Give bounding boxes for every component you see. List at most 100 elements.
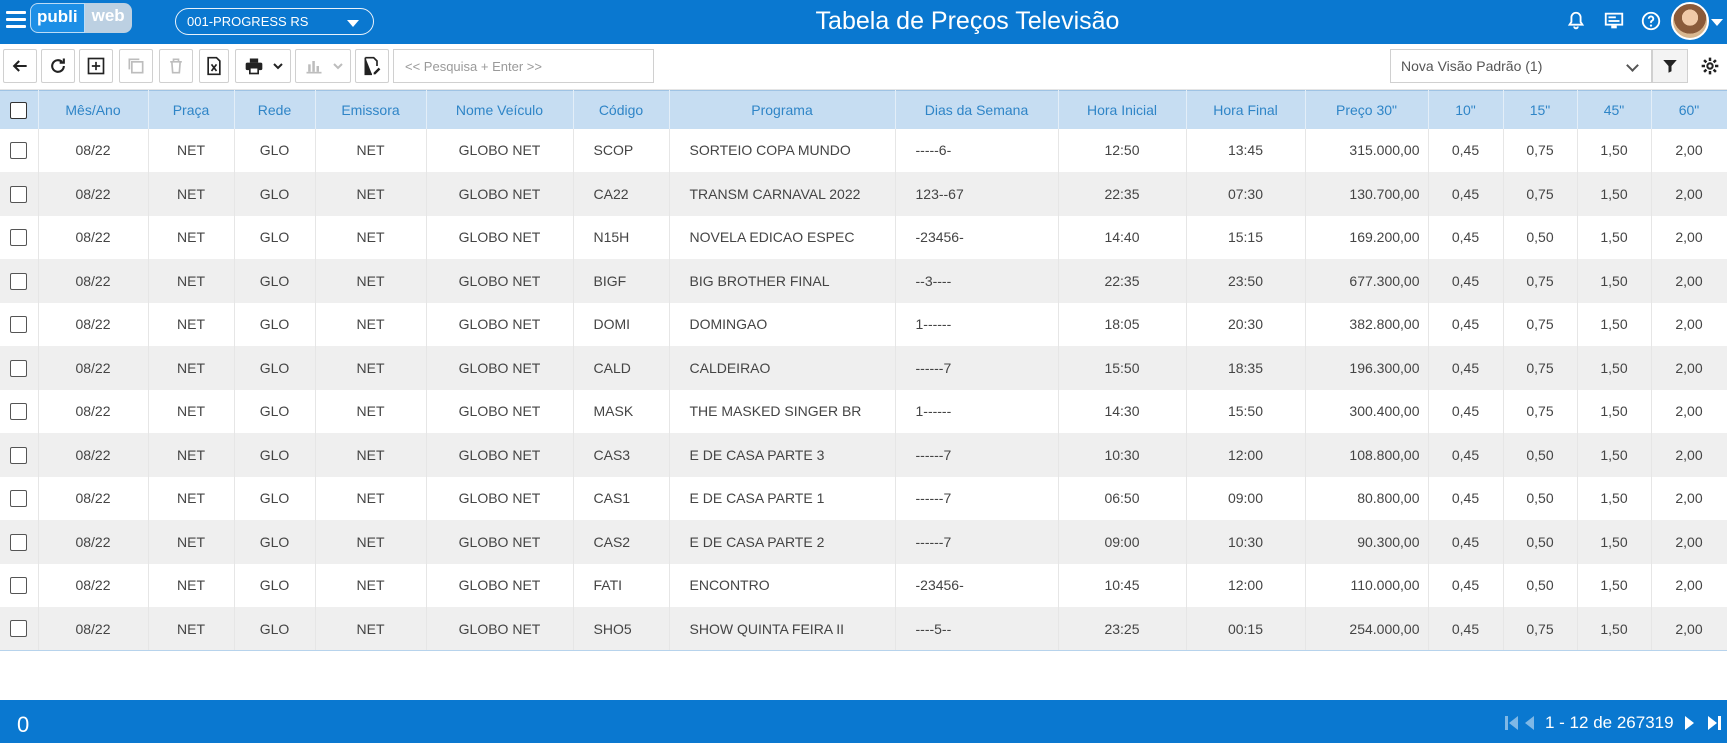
copy-button[interactable] [119,49,153,83]
column-header[interactable]: Hora Inicial [1058,90,1187,129]
table-cell: THE MASKED SINGER BR [669,389,896,433]
settings-button[interactable] [1693,49,1727,83]
table-cell: BIGF [573,259,670,303]
row-checkbox[interactable] [10,620,28,638]
table-row[interactable]: 08/22 NET GLO NET GLOBO NET CAS2 E DE CASA PAR… [0,520,1727,564]
table-cell: 90.300,00 [1305,520,1429,564]
row-checkbox[interactable] [10,403,28,421]
row-checkbox[interactable] [10,533,28,551]
table-cell: 0,45 [1428,563,1504,607]
table-cell: 08/22 [38,215,149,259]
monitor-icon[interactable] [1603,10,1625,32]
table-row[interactable]: 08/22 NET GLO NET GLOBO NET BIGF BIG BROTHER F… [0,259,1727,303]
table-row[interactable]: 08/22 NET GLO NET GLOBO NET SCOP SORTEIO COPA … [0,128,1727,172]
help-icon[interactable] [1640,10,1662,32]
row-checkbox[interactable] [10,185,28,203]
column-header[interactable]: Preço 30" [1305,90,1429,129]
column-header[interactable]: 45" [1577,90,1652,129]
table-cell: 12:00 [1186,433,1306,477]
caret-down-icon[interactable] [1711,19,1723,26]
table-row[interactable]: 08/22 NET GLO NET GLOBO NET SHO5 SHOW QUINTA F… [0,607,1727,651]
table-cell: 1,50 [1577,172,1652,216]
table-cell: 0,45 [1428,128,1504,172]
chart-button[interactable] [295,49,351,83]
company-selector[interactable]: 001-PROGRESS RS [175,8,374,35]
table-cell: 123--67 [895,172,1059,216]
row-checkbox[interactable] [10,446,28,464]
table-cell: DOMI [573,302,670,346]
table-cell: 1,50 [1577,259,1652,303]
table-cell: 08/22 [38,433,149,477]
column-header[interactable]: Rede [234,90,316,129]
table-row[interactable]: 08/22 NET GLO NET GLOBO NET MASK THE MASKED SI… [0,389,1727,433]
select-all-checkbox[interactable] [10,101,28,119]
back-button[interactable] [3,49,37,83]
row-checkbox[interactable] [10,272,28,290]
filter-icon [1663,60,1677,73]
table-row[interactable]: 08/22 NET GLO NET GLOBO NET CAS1 E DE CASA PAR… [0,476,1727,520]
table-row[interactable]: 08/22 NET GLO NET GLOBO NET N15H NOVELA EDICAO… [0,215,1727,259]
previous-page-icon[interactable] [1522,714,1536,732]
first-page-icon[interactable] [1504,714,1522,732]
column-header[interactable]: Código [573,90,670,129]
print-button[interactable] [235,49,291,83]
table-cell: NET [315,128,427,172]
column-header[interactable]: Praça [148,90,235,129]
table-cell: 0,50 [1503,563,1578,607]
table-row[interactable]: 08/22 NET GLO NET GLOBO NET DOMI DOMINGAO 1----… [0,302,1727,346]
table-cell: 2,00 [1651,302,1727,346]
table-row[interactable]: 08/22 NET GLO NET GLOBO NET CAS3 E DE CASA PAR… [0,433,1727,477]
table-cell: 169.200,00 [1305,215,1429,259]
table-cell: GLO [234,389,316,433]
table-row[interactable]: 08/22 NET GLO NET GLOBO NET CA22 TRANSM CARNAV… [0,172,1727,216]
row-checkbox[interactable] [10,229,28,247]
logo[interactable]: publi web [30,3,132,33]
column-header[interactable]: Emissora [315,90,427,129]
table-cell: 2,00 [1651,476,1727,520]
price-table: Mês/Ano Praça Rede Emissora Nome Veículo… [0,90,1727,651]
caret-down-icon [347,20,359,27]
chevron-down-icon [1626,59,1639,72]
row-checkbox[interactable] [10,316,28,334]
column-header[interactable]: Hora Final [1186,90,1306,129]
table-cell: NET [315,259,427,303]
table-cell: 254.000,00 [1305,607,1429,651]
table-cell: 130.700,00 [1305,172,1429,216]
export-excel-button[interactable] [199,49,229,83]
menu-icon[interactable] [6,11,26,31]
selected-count: 0 [17,712,30,737]
table-cell: ENCONTRO [669,563,896,607]
add-button[interactable] [79,49,113,83]
column-header[interactable]: Programa [669,90,896,129]
column-header[interactable]: 10" [1428,90,1504,129]
column-header[interactable]: 60" [1651,90,1727,129]
refresh-button[interactable] [41,49,75,83]
row-checkbox[interactable] [10,359,28,377]
table-cell: GLO [234,346,316,390]
column-header[interactable]: Mês/Ano [38,90,149,129]
row-select-cell [0,607,39,651]
edit-document-button[interactable] [355,49,389,83]
avatar[interactable] [1671,2,1709,40]
next-page-icon[interactable] [1683,714,1697,732]
table-row[interactable]: 08/22 NET GLO NET GLOBO NET FATI ENCONTRO -2345… [0,563,1727,607]
row-select-cell [0,128,39,172]
filter-button[interactable] [1652,49,1688,83]
row-checkbox[interactable] [10,490,28,508]
table-cell: NET [315,302,427,346]
column-header[interactable]: Dias da Semana [895,90,1059,129]
last-page-icon[interactable] [1705,714,1723,732]
delete-button[interactable] [159,49,193,83]
column-header[interactable]: 15" [1503,90,1578,129]
table-row[interactable]: 08/22 NET GLO NET GLOBO NET CALD CALDEIRAO ----… [0,346,1727,390]
table-cell: GLOBO NET [426,259,574,303]
view-selector[interactable]: Nova Visão Padrão (1) [1390,49,1652,83]
column-header[interactable]: Nome Veículo [426,90,574,129]
printer-icon [245,58,263,75]
bell-icon[interactable] [1565,10,1587,32]
search-input[interactable] [393,49,654,83]
row-checkbox[interactable] [10,577,28,595]
table-cell: 0,75 [1503,302,1578,346]
row-checkbox[interactable] [10,142,28,160]
table-cell: 1,50 [1577,346,1652,390]
